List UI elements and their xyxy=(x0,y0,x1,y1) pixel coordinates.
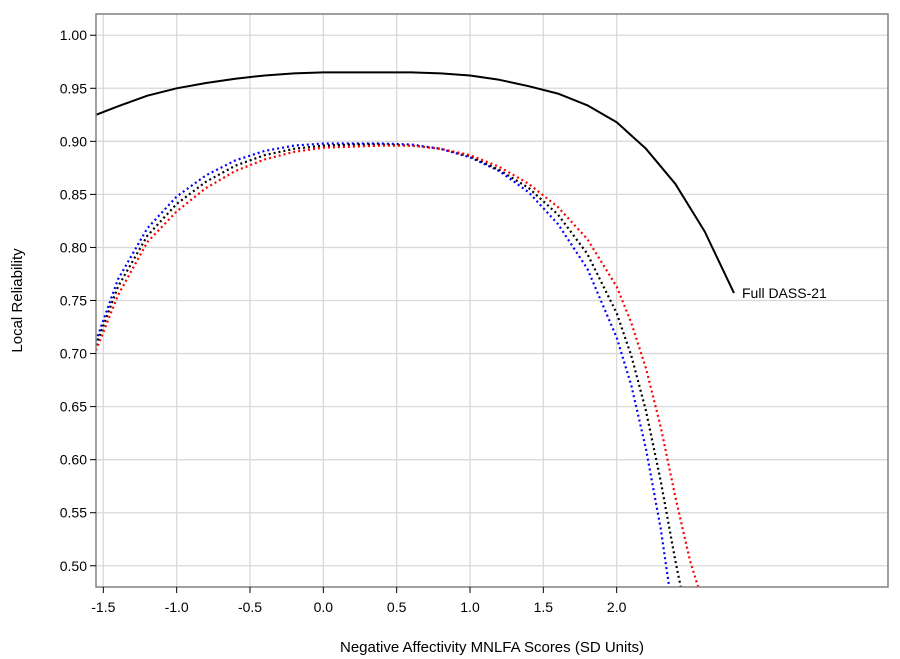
x-axis-title: Negative Affectivity MNLFA Scores (SD Un… xyxy=(340,639,644,656)
x-tick-label: 0.5 xyxy=(387,599,407,615)
y-tick-label: 0.65 xyxy=(60,399,87,415)
y-axis-title: Local Reliability xyxy=(9,248,26,353)
y-tick-label: 0.80 xyxy=(60,239,87,255)
series-lines xyxy=(96,71,735,587)
y-tick-label: 0.85 xyxy=(60,186,87,202)
series-line-4 xyxy=(96,144,700,587)
x-tick-label: 1.0 xyxy=(460,599,480,615)
y-tick-label: 1.00 xyxy=(60,27,87,43)
x-tick-label: 2.0 xyxy=(607,599,627,615)
y-tick-label: 0.70 xyxy=(60,346,87,362)
y-tick-label: 0.60 xyxy=(60,452,87,468)
x-tick-label: 0.0 xyxy=(314,599,334,615)
y-tick-label: 0.55 xyxy=(60,505,87,521)
series-annotation: Full DASS-21 xyxy=(742,285,827,301)
y-tick-label: 0.75 xyxy=(60,293,87,309)
series-line-3 xyxy=(96,143,682,587)
series-line-2 xyxy=(96,142,671,587)
x-tick-label: -1.5 xyxy=(91,599,115,615)
x-tick-label: -1.0 xyxy=(165,599,189,615)
x-tick-label: -0.5 xyxy=(238,599,262,615)
tick-labels: 0.50 0.55 0.60 0.65 0.70 0.75 0.80 0.85 0.90 0.95… xyxy=(60,27,627,615)
axis-ticks xyxy=(90,34,618,593)
grid-lines xyxy=(96,14,888,587)
series-line-1 xyxy=(96,71,735,294)
y-tick-label: 0.90 xyxy=(60,133,87,149)
x-tick-label: 1.5 xyxy=(534,599,554,615)
y-tick-label: 0.50 xyxy=(60,558,87,574)
y-tick-label: 0.95 xyxy=(60,80,87,96)
